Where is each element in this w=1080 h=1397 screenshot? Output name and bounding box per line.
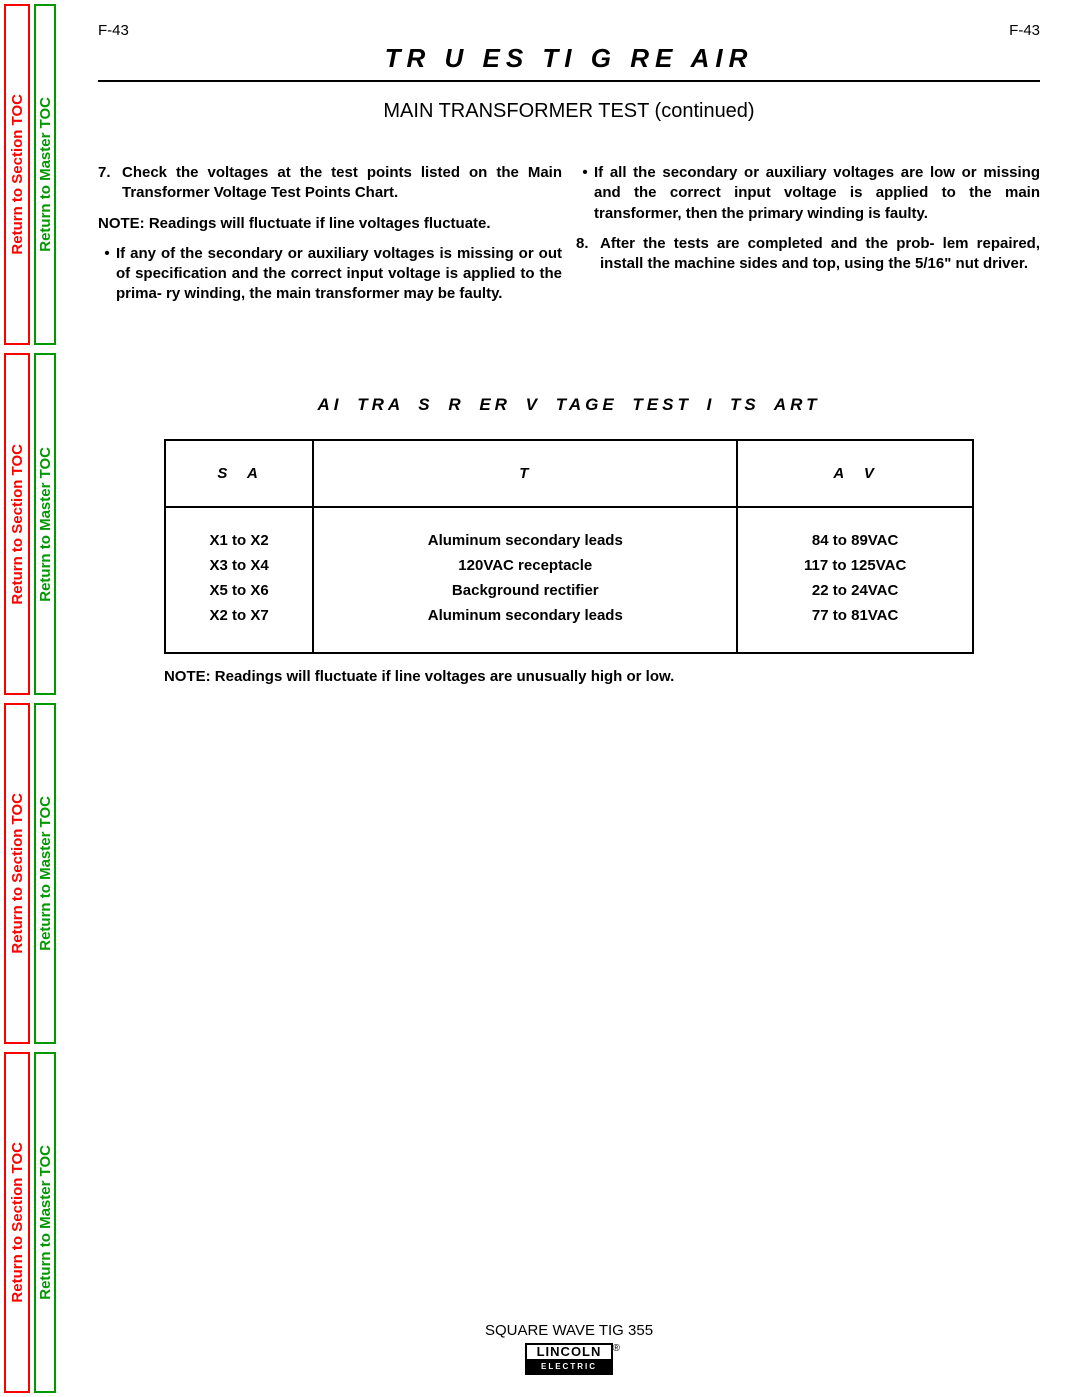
divider xyxy=(98,80,1040,82)
bullet-item: • If any of the secondary or auxiliary v… xyxy=(98,244,562,305)
bullet-item: • If all the secondary or auxiliary volt… xyxy=(576,163,1040,224)
section-toc-link[interactable]: Return to Section TOC xyxy=(4,1052,30,1393)
list-text: Check the voltages at the test points li… xyxy=(122,163,562,204)
side-rail: Return to Section TOC Return to Section … xyxy=(0,0,64,1397)
list-item: 7. Check the voltages at the test points… xyxy=(98,163,562,204)
cell: 84 to 89VAC xyxy=(737,507,973,553)
logo-brand: LINCOLN® xyxy=(525,1343,613,1361)
page-number-right: F-43 xyxy=(1009,22,1040,39)
cell: 120VAC receptacle xyxy=(313,553,737,578)
cell: X1 to X2 xyxy=(165,507,313,553)
bullet-text: If any of the secondary or auxiliary vol… xyxy=(116,244,562,305)
bullet-dot: • xyxy=(576,163,594,224)
cell: X3 to X4 xyxy=(165,553,313,578)
cell: Aluminum secondary leads xyxy=(313,507,737,553)
list-item: 8. After the tests are completed and the… xyxy=(576,234,1040,275)
master-toc-link[interactable]: Return to Master TOC xyxy=(34,4,56,345)
page-number-left: F-43 xyxy=(98,22,129,39)
cell: Background rectifier xyxy=(313,578,737,603)
body-columns: 7. Check the voltages at the test points… xyxy=(98,163,1040,315)
master-toc-link[interactable]: Return to Master TOC xyxy=(34,1052,56,1393)
logo-sub: ELECTRIC xyxy=(525,1361,613,1375)
master-toc-link[interactable]: Return to Master TOC xyxy=(34,353,56,694)
chart-title: AI TRA S R ER V TAGE TEST I TS ART xyxy=(98,395,1040,415)
cell: X2 to X7 xyxy=(165,603,313,653)
table-row: X5 to X6 Background rectifier 22 to 24VA… xyxy=(165,578,973,603)
section-title: TR U ES TI G RE AIR xyxy=(98,43,1040,80)
table-note: NOTE: Readings will fluctuate if line vo… xyxy=(164,668,974,685)
page-footer: SQUARE WAVE TIG 355 LINCOLN® ELECTRIC xyxy=(98,1322,1040,1375)
table-header-row: S A T A V xyxy=(165,440,973,507)
section-toc-link[interactable]: Return to Section TOC xyxy=(4,353,30,694)
master-toc-link[interactable]: Return to Master TOC xyxy=(34,703,56,1044)
product-name: SQUARE WAVE TIG 355 xyxy=(98,1322,1040,1339)
left-column: 7. Check the voltages at the test points… xyxy=(98,163,562,315)
cell: 77 to 81VAC xyxy=(737,603,973,653)
col-header: T xyxy=(313,440,737,507)
rail-col-master: Return to Master TOC Return to Master TO… xyxy=(30,4,56,1393)
cell: 117 to 125VAC xyxy=(737,553,973,578)
list-text: After the tests are completed and the pr… xyxy=(600,234,1040,275)
page-content: F-43 F-43 TR U ES TI G RE AIR MAIN TRANS… xyxy=(64,0,1080,1397)
table-row: X2 to X7 Aluminum secondary leads 77 to … xyxy=(165,603,973,653)
bullet-dot: • xyxy=(98,244,116,305)
table-row: X1 to X2 Aluminum secondary leads 84 to … xyxy=(165,507,973,553)
bullet-text: If all the secondary or auxiliary voltag… xyxy=(594,163,1040,224)
list-number: 8. xyxy=(576,234,600,275)
cell: X5 to X6 xyxy=(165,578,313,603)
page-header: F-43 F-43 xyxy=(98,22,1040,39)
section-toc-link[interactable]: Return to Section TOC xyxy=(4,4,30,345)
col-header: A V xyxy=(737,440,973,507)
cell: Aluminum secondary leads xyxy=(313,603,737,653)
table-row: X3 to X4 120VAC receptacle 117 to 125VAC xyxy=(165,553,973,578)
note-text: NOTE: Readings will fluctuate if line vo… xyxy=(98,214,562,234)
rail-col-section: Return to Section TOC Return to Section … xyxy=(4,4,30,1393)
lincoln-logo: LINCOLN® ELECTRIC xyxy=(525,1343,613,1375)
col-header: S A xyxy=(165,440,313,507)
voltage-test-table: S A T A V X1 to X2 Aluminum secondary le… xyxy=(164,439,974,654)
right-column: • If all the secondary or auxiliary volt… xyxy=(576,163,1040,315)
cell: 22 to 24VAC xyxy=(737,578,973,603)
section-toc-link[interactable]: Return to Section TOC xyxy=(4,703,30,1044)
list-number: 7. xyxy=(98,163,122,204)
page-subtitle: MAIN TRANSFORMER TEST (continued) xyxy=(98,100,1040,123)
